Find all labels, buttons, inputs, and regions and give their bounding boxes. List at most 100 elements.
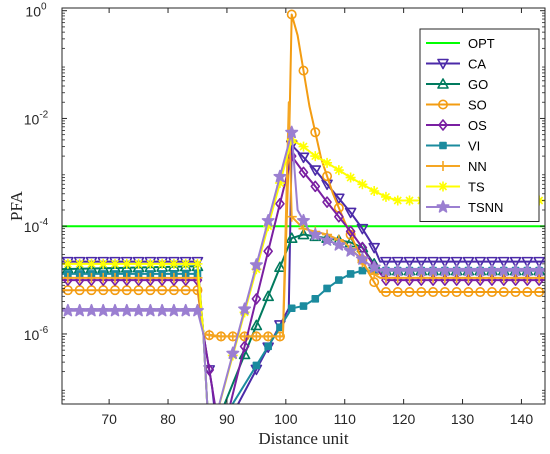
series-marker-os (345, 225, 356, 238)
legend-label-so: SO (468, 98, 487, 113)
series-marker-vi (358, 266, 367, 275)
y-tick-label-exponent: -4 (39, 217, 48, 228)
series-marker-nn (274, 331, 285, 342)
series-marker-ca (427, 256, 439, 268)
x-tick-label: 120 (392, 411, 416, 427)
series-marker-ts (110, 258, 121, 269)
series-marker-nn (263, 331, 274, 342)
series-marker-tsnn (96, 303, 110, 317)
series-marker-ts (345, 172, 356, 183)
series-marker-ca (533, 256, 545, 268)
series-marker-ts (392, 195, 403, 206)
series-marker-ca (380, 256, 392, 268)
legend-label-vi: VI (468, 139, 480, 154)
series-marker-tsnn (367, 260, 381, 273)
series-marker-tsnn (155, 303, 169, 317)
series-marker-ca (344, 207, 357, 219)
legend-marker-so (437, 99, 448, 110)
series-marker-so (510, 287, 521, 298)
legend-marker-vi (439, 141, 447, 150)
series-marker-ca (309, 165, 322, 176)
series-marker-nn (498, 272, 509, 283)
series-marker-ts (121, 258, 132, 269)
series-marker-nn (216, 331, 227, 342)
series-marker-ca (297, 152, 310, 164)
series-marker-vi (287, 304, 296, 313)
y-tick-label: 10-6 (24, 325, 49, 343)
series-marker-ca (439, 256, 451, 268)
series-marker-tsnn (473, 263, 487, 277)
series-marker-ts (404, 195, 415, 206)
series-marker-tsnn (485, 263, 499, 277)
series-marker-nn (227, 331, 238, 342)
series-marker-so (404, 287, 415, 298)
legend-item-tsnn: TSNN (426, 200, 503, 215)
series-marker-os (239, 340, 250, 353)
series-marker-nn (110, 272, 121, 283)
y-tick-label: 10-4 (24, 217, 49, 235)
series-marker-tsnn (438, 263, 452, 277)
series-marker-ts (251, 264, 262, 275)
legend: OPT CA GO SO OS VI NN TS TSNN (419, 28, 540, 222)
series-marker-so (145, 285, 156, 296)
series-marker-nn (86, 272, 97, 283)
series-marker-nn (145, 272, 156, 283)
series-marker-so (121, 285, 132, 296)
series-marker-so (298, 65, 309, 76)
series-marker-tsnn (249, 258, 263, 271)
series-marker-so (392, 287, 403, 298)
plot-layer (62, 9, 545, 404)
series-marker-tsnn (226, 346, 240, 359)
x-tick-label: 70 (101, 411, 117, 427)
series-marker-ts (310, 151, 321, 162)
legend-label-os: OS (468, 118, 487, 133)
series-marker-so (416, 287, 427, 298)
series-marker-os (310, 180, 321, 193)
series-marker-tsnn (73, 303, 87, 317)
series-marker-ts (357, 179, 368, 190)
series-marker-nn (74, 272, 85, 283)
series-marker-ca (462, 256, 475, 268)
y-axis-label: PFA (7, 190, 26, 221)
series-marker-ca (521, 256, 534, 268)
series-marker-nn (62, 272, 73, 283)
series-marker-vi (311, 294, 320, 303)
series-marker-ts (168, 258, 179, 269)
series-marker-tsnn (497, 263, 511, 277)
series-marker-ts (369, 186, 380, 197)
series-marker-ca (356, 223, 369, 235)
series-marker-so (475, 287, 486, 298)
series-marker-tsnn (520, 263, 534, 277)
legend-item-go: GO (426, 77, 488, 92)
legend-label-ca: CA (468, 57, 486, 72)
series-marker-os (334, 210, 344, 223)
series-line-os (62, 155, 545, 404)
series-marker-so (310, 127, 321, 138)
series-marker-ts (298, 141, 309, 152)
series-marker-nn (534, 272, 545, 283)
axes-layer: 70 80 90 100 110 120 130 140 100 10-2 10-4 10-6 (24, 2, 546, 427)
legend-marker-go (437, 78, 449, 89)
series-marker-tsnn (403, 263, 416, 277)
series-marker-so (498, 287, 509, 298)
series-marker-ts (192, 258, 203, 269)
series-marker-tsnn (426, 263, 440, 277)
series-marker-ca (509, 256, 522, 268)
series-marker-nn (439, 272, 450, 283)
legend-label-opt: OPT (468, 36, 495, 51)
series-marker-nn (239, 331, 250, 342)
series-marker-so (180, 285, 191, 296)
series-marker-ca (486, 256, 498, 268)
series-marker-tsnn (179, 303, 193, 317)
y-tick-label-exponent: -2 (39, 109, 48, 120)
series-marker-tsnn (355, 252, 369, 265)
legend-label-ts: TS (468, 180, 485, 195)
series-marker-ts (333, 165, 344, 176)
series-marker-tsnn (450, 263, 464, 277)
x-tick-label: 110 (334, 411, 357, 427)
series-marker-tsnn (191, 303, 204, 317)
x-tick-label: 90 (219, 411, 235, 427)
series-marker-tsnn (379, 263, 393, 277)
series-marker-ts (145, 258, 156, 269)
